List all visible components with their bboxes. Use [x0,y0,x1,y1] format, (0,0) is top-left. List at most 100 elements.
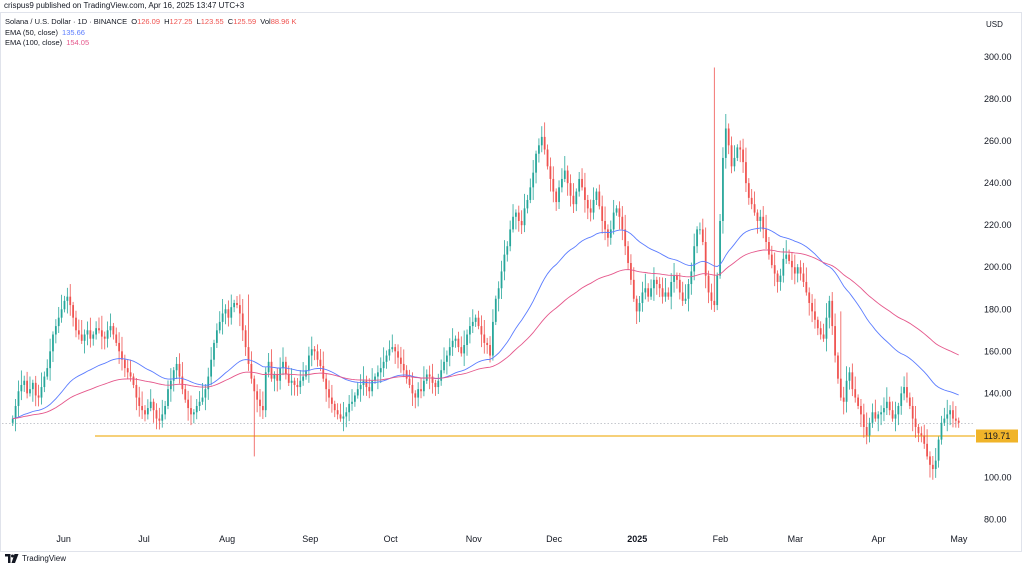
candle-body [129,372,132,377]
candle-body [687,284,690,299]
legend-symbol-row: Solana / U.S. Dollar · 1D · BINANCE O126… [5,17,297,28]
symbol-title[interactable]: Solana / U.S. Dollar · 1D · BINANCE [5,17,128,26]
candle-body [745,162,747,184]
candle-body [411,384,414,394]
candle-body [345,412,348,417]
candle-body [561,178,563,188]
candle-body [952,410,954,419]
candle-body [26,380,28,394]
tradingview-footer[interactable]: TradingView [5,554,66,563]
candle-body [747,183,750,198]
candle-body [885,401,888,409]
candle-body [354,395,356,402]
candle-body [23,380,26,385]
candle-body [538,145,540,154]
ema-lines [12,227,959,420]
candle-body [178,363,181,377]
candle-body [816,319,819,329]
candle-body [529,187,532,200]
candle-body [837,355,839,379]
candle-body [161,414,164,421]
publish-info: crispus9 published on TradingView.com, A… [4,1,245,10]
candle-body [569,183,572,196]
candle-body [43,376,46,388]
candle-body [14,405,17,419]
candle-body [356,389,359,396]
candle-body [247,347,250,364]
candle-body [730,145,733,167]
candle-body [814,311,816,320]
open-label: O [131,17,138,26]
candle-body [678,279,681,293]
candle-body [155,410,158,419]
y-tick-label: 260.00 [984,136,1012,146]
candle-body [785,254,788,259]
candle-body [261,405,264,411]
candle-body [719,220,721,276]
candle-body [615,208,618,213]
candle-body [339,414,342,419]
candle-body [20,384,23,392]
candle-body [382,361,385,369]
candle-body [931,464,934,470]
candle-body [943,418,946,423]
candle-body [471,321,474,327]
candle-body [676,275,678,280]
candle-body [187,399,190,409]
candle-body [385,355,388,362]
candle-body [512,216,514,230]
candle-body [888,401,891,411]
y-tick-label: 220.00 [984,220,1012,230]
candle-body [520,220,523,226]
candle-body [77,330,80,335]
legend-ema100-row[interactable]: EMA (100, close) 154.05 [5,38,297,49]
candle-body [423,380,425,392]
candle-body [270,361,273,379]
candle-body [213,342,215,360]
candle-body [690,271,693,285]
candle-body [405,370,408,379]
candle-body [72,305,74,318]
candle-body [739,147,742,150]
candle-body [871,412,874,423]
candle-body [946,414,949,419]
candle-body [236,302,238,306]
candle-body [558,187,560,203]
candle-body [460,347,463,354]
candle-body [259,399,261,406]
candle-body [880,412,882,415]
candle-body [641,292,644,303]
candle-body [532,172,535,188]
candle-body [233,302,236,308]
candle-body [144,410,146,415]
currency-label[interactable]: USD [986,20,1003,29]
ema100-line [12,249,959,420]
candle-body [17,391,20,406]
candle-body [400,357,402,364]
candle-body [238,305,241,314]
candle-body [201,397,204,402]
candle-body [448,347,451,356]
candle-body [204,389,207,398]
candle-body [299,380,302,388]
candle-body [664,292,667,297]
candle-body [290,380,293,383]
candle-body [681,292,684,301]
candle-body [759,216,762,221]
candle-body [805,281,808,293]
candle-body [221,313,224,322]
legend-ema50-row[interactable]: EMA (50, close) 135.66 [5,28,297,39]
candle-body [736,147,739,158]
candle-body [897,405,900,415]
candle-body [437,380,440,388]
candle-body [256,391,259,400]
x-tick-label: Nov [466,534,483,544]
candle-body [121,351,123,360]
candle-body [431,376,434,383]
open-value: 126.09 [137,17,161,26]
candle-body [457,338,460,348]
candle-body [733,157,736,167]
candle-body [100,330,103,337]
candle-body [860,405,862,415]
